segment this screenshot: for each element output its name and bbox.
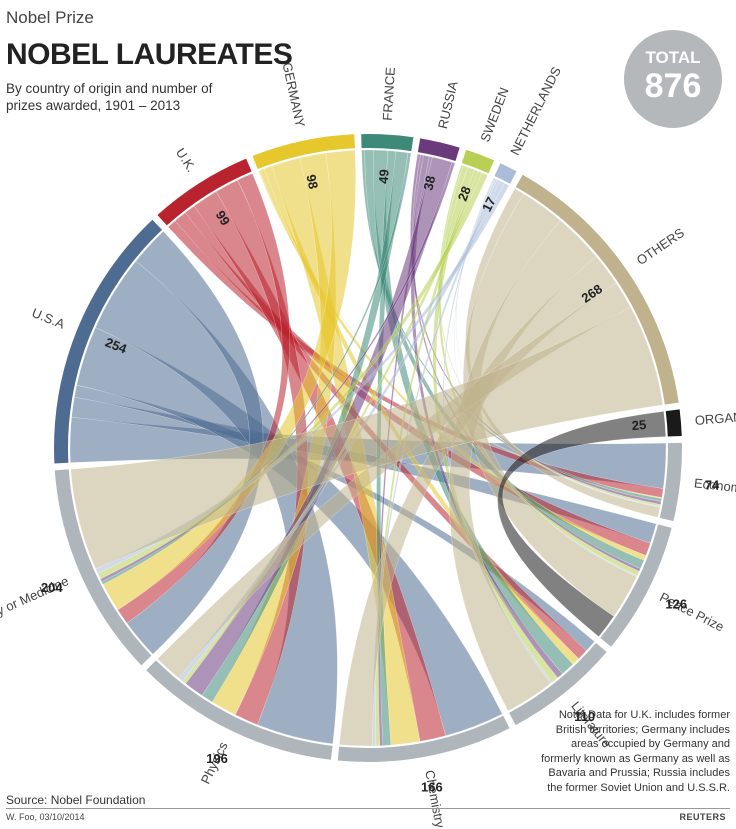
arc-physiology-or-medicine xyxy=(54,469,152,666)
value-russia: 38 xyxy=(420,174,438,192)
value-france: 49 xyxy=(376,169,392,184)
ribbon-u-k-physiology-or-medicine xyxy=(117,173,291,624)
arc-peace-prize xyxy=(600,524,672,647)
value-organisations: 25 xyxy=(631,417,647,433)
chart-title: NOBEL LAUREATES xyxy=(6,38,293,71)
ribbon-france-physiology-or-medicine xyxy=(101,152,412,585)
arc-russia xyxy=(417,138,460,162)
ribbon-others-physiology-or-medicine xyxy=(70,307,664,570)
value-netherlands: 17 xyxy=(479,194,499,214)
ribbon-france-physics xyxy=(201,151,409,703)
ribbon-sweden-literature xyxy=(432,166,558,683)
value-peace-prize: 126 xyxy=(665,597,687,612)
label-sweden: SWEDEN xyxy=(477,85,511,144)
ribbon-organisations-peace-prize xyxy=(497,411,666,637)
label-organisations: ORGANISATIONS xyxy=(694,404,736,428)
value-literature: 110 xyxy=(574,709,595,724)
arc-france xyxy=(361,133,414,152)
arc-u-k xyxy=(157,158,252,226)
value-economic-sciences: 74 xyxy=(705,477,720,492)
label-netherlands: NETHERLANDS xyxy=(507,64,564,158)
data-note: Note: Data for U.K. includes former Brit… xyxy=(541,709,730,794)
label-russia: RUSSIA xyxy=(435,79,461,130)
ribbon-netherlands-chemistry xyxy=(372,179,501,747)
value-physics: 196 xyxy=(206,751,228,766)
total-badge: TOTAL 876 xyxy=(624,30,722,128)
value-chemistry: 166 xyxy=(421,779,443,794)
byline: W. Foo, 03/10/2014 xyxy=(6,812,85,822)
ribbon-netherlands-physiology-or-medicine xyxy=(95,182,510,574)
arc-chemistry xyxy=(337,715,510,762)
ribbon-sweden-physiology-or-medicine xyxy=(97,172,488,580)
credit-logo: REUTERS xyxy=(679,812,726,822)
ribbon-russia-physiology-or-medicine xyxy=(100,161,456,582)
arc-netherlands xyxy=(494,163,517,184)
chart-subtitle: By country of origin and number of prize… xyxy=(6,81,213,113)
ribbon-germany-physiology-or-medicine xyxy=(102,150,356,611)
arc-germany xyxy=(252,134,355,170)
arc-u-s-a xyxy=(54,219,162,464)
ribbon-netherlands-literature xyxy=(442,178,553,684)
arc-literature xyxy=(509,642,607,726)
arc-economic-sciences xyxy=(659,442,683,522)
value-sweden: 28 xyxy=(455,184,474,203)
kicker: Nobel Prize xyxy=(6,8,94,27)
arcs-group xyxy=(54,133,683,762)
footer: W. Foo, 03/10/2014 REUTERS xyxy=(6,808,730,822)
value-germany: 98 xyxy=(303,173,321,190)
label-u-s-a: U.S.A xyxy=(30,305,67,332)
arc-sweden xyxy=(461,149,495,174)
arc-organisations xyxy=(665,409,682,437)
arc-physics xyxy=(146,660,333,760)
total-label: TOTAL xyxy=(645,48,701,67)
value-physiology-or-medicine: 204 xyxy=(41,580,63,595)
source-text: Source: Nobel Foundation xyxy=(6,793,146,807)
ribbon-russia-physics xyxy=(185,156,453,696)
label-u-k: U.K. xyxy=(173,145,199,174)
ribbons-group xyxy=(69,149,667,747)
arc-others xyxy=(515,174,679,405)
total-value: 876 xyxy=(644,67,702,105)
value-u-k: 99 xyxy=(213,208,233,228)
label-others: OTHERS xyxy=(634,225,687,268)
label-france: FRANCE xyxy=(380,66,398,121)
